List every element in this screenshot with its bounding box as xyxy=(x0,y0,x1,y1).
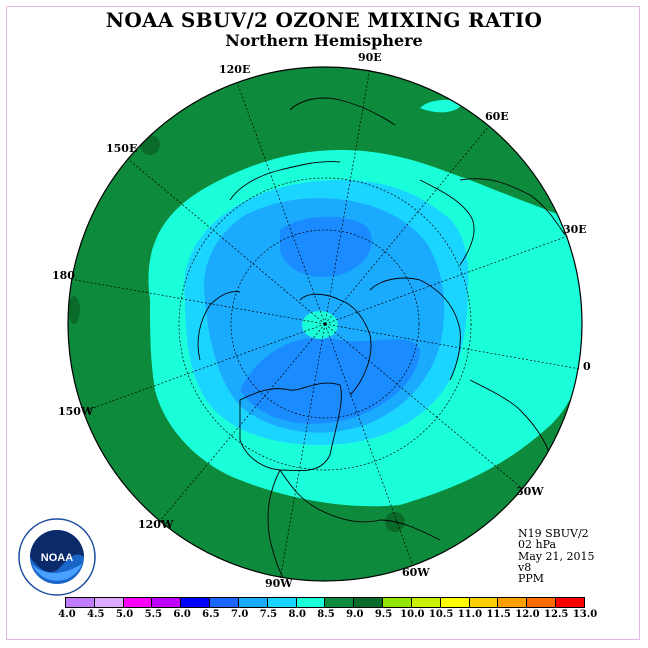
info-date: May 21, 2015 xyxy=(518,549,595,563)
colorbar-tick-label: 9.0 xyxy=(346,609,364,620)
colorbar-swatch xyxy=(354,598,384,607)
contour-6-5 xyxy=(280,216,372,278)
lon-label-30e: 30E xyxy=(563,223,587,236)
colorbar-tick-label: 12.0 xyxy=(515,609,540,620)
lon-label-90w: 90W xyxy=(265,577,293,590)
info-units: PPM xyxy=(518,572,545,586)
colorbar-swatch xyxy=(210,598,239,607)
lon-label-120w: 120W xyxy=(138,518,174,531)
info-version: v8 xyxy=(518,560,532,574)
colorbar-tick-label: 4.0 xyxy=(58,609,76,620)
map-boundary xyxy=(67,66,583,582)
meridian-150w xyxy=(81,323,326,413)
colorbar-tick-label: 9.5 xyxy=(374,609,393,620)
contour-polar-cap xyxy=(302,311,338,339)
colorbar-swatch xyxy=(383,598,412,607)
meridian-90e xyxy=(324,67,371,325)
meridian-30w xyxy=(324,323,524,490)
lon-label-30w: 30W xyxy=(516,485,544,498)
colorbar-swatch xyxy=(181,598,211,607)
info-satellite: N19 SBUV/2 xyxy=(518,527,589,540)
info-level: 02 hPa xyxy=(518,538,557,552)
colorbar-tick-label: 11.0 xyxy=(457,609,483,620)
meridian-0 xyxy=(324,323,581,370)
map-title: NOAA SBUV/2 OZONE MIXING RATIO xyxy=(105,8,543,32)
lon-label-90e: 90E xyxy=(358,51,382,64)
colorbar-tick-label: 8.0 xyxy=(288,609,306,620)
colorbar-tick-label: 5.0 xyxy=(115,609,134,620)
colorbar-swatch xyxy=(325,598,355,607)
lon-label-120e: 120E xyxy=(219,63,250,76)
colorbar-ticks: 4.0 4.5 5.0 5.5 6.0 6.5 7.0 7.5 8.0 8.5 9.0 9.5 10.0… xyxy=(58,609,597,623)
meridian-30e xyxy=(324,235,569,325)
colorbar-swatch xyxy=(440,598,470,607)
colorbar-swatch xyxy=(267,598,297,607)
colorbar-tick-label: 11.5 xyxy=(486,609,511,620)
colorbar-tick-label: 12.5 xyxy=(544,609,569,620)
ozone-contours xyxy=(68,67,582,581)
colorbar-swatch xyxy=(556,598,584,607)
figure-frame xyxy=(6,6,640,640)
lon-label-180: 180 xyxy=(52,269,75,282)
meridian-90w xyxy=(279,323,326,581)
map-subtitle: Northern Hemisphere xyxy=(225,31,423,50)
colorbar-tick-label: 13.0 xyxy=(572,609,598,620)
meridian-120e xyxy=(236,81,326,325)
noaa-logo: NOAA xyxy=(18,518,96,596)
colorbar-tick-label: 10.0 xyxy=(400,609,425,620)
meridian-60e xyxy=(324,125,490,325)
colorbar-swatch xyxy=(123,598,153,607)
colorbar-swatch xyxy=(238,598,268,607)
lon-label-0: 0 xyxy=(583,360,591,373)
meridian-120w xyxy=(159,323,326,522)
colorbar-swatch xyxy=(66,598,95,607)
meridian-180 xyxy=(69,278,326,325)
meridian-60w xyxy=(324,323,414,567)
coastlines xyxy=(197,97,566,581)
info-block: N19 SBUV/2 02 hPa May 21, 2015 v8 PPM xyxy=(518,527,595,586)
latitude-circle-60 xyxy=(230,229,420,419)
longitude-labels: 90E 60E 30E 0 30W 60W 90W 120W 150W 180 … xyxy=(52,51,591,590)
colorbar-tick-label: 10.5 xyxy=(428,609,454,620)
contour-6-5-b xyxy=(240,337,420,424)
colorbar-swatch xyxy=(527,598,557,607)
colorbar-tick-label: 7.0 xyxy=(230,609,249,620)
lon-label-60w: 60W xyxy=(402,566,430,579)
lon-label-150w: 150W xyxy=(58,405,94,418)
lon-label-60e: 60E xyxy=(485,110,509,123)
colorbar-swatch xyxy=(411,598,441,607)
colorbar-tick-label: 5.5 xyxy=(144,609,163,620)
meridian-150e xyxy=(127,158,326,325)
colorbar-swatch xyxy=(469,598,499,607)
colorbar-tick-label: 6.0 xyxy=(173,609,191,620)
contour-8-0-patch xyxy=(420,99,462,113)
colorbar-swatch xyxy=(498,598,528,607)
graticule xyxy=(69,67,581,581)
colorbar-tick-label: 8.5 xyxy=(317,609,335,620)
contour-8-5-spot-3 xyxy=(68,296,80,324)
colorbar-tick-label: 7.5 xyxy=(259,609,278,620)
colorbar-tick-label: 4.5 xyxy=(87,609,105,620)
logo-text: NOAA xyxy=(41,552,73,564)
colorbar-swatch xyxy=(152,598,182,607)
colorbar-swatch xyxy=(296,598,326,607)
colorbar-tick-label: 6.5 xyxy=(202,609,220,620)
contour-8-5-spot-2 xyxy=(140,135,160,155)
colorbar xyxy=(65,597,585,608)
lon-label-150e: 150E xyxy=(106,142,137,155)
latitude-circle-30 xyxy=(178,177,472,471)
colorbar-swatch xyxy=(94,598,124,607)
